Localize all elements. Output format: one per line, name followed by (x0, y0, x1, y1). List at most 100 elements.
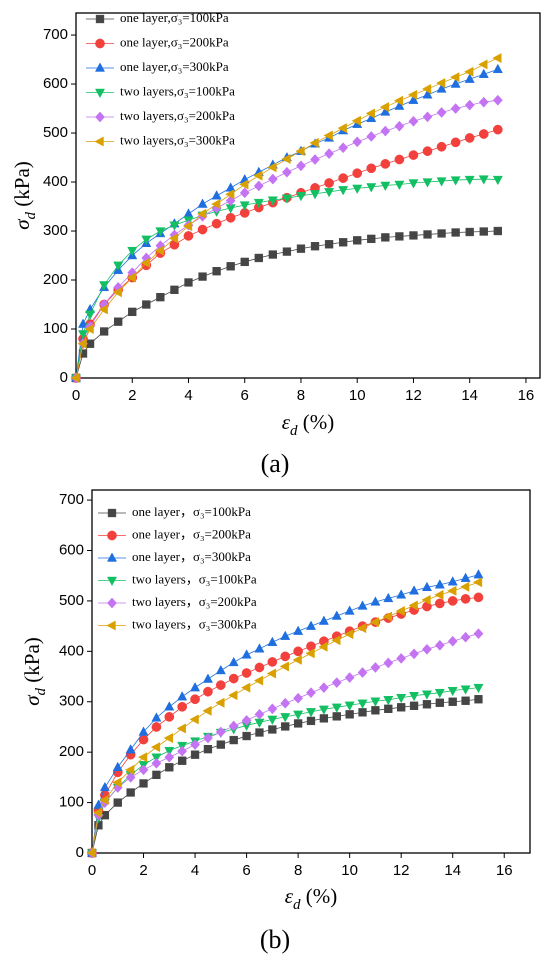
y-tick-label: 200 (43, 271, 68, 288)
marker (164, 712, 175, 722)
marker (242, 731, 251, 741)
marker (423, 230, 432, 239)
marker (107, 597, 117, 609)
marker (113, 261, 124, 271)
marker (239, 201, 250, 211)
y-tick-label: 400 (43, 173, 68, 190)
marker (164, 701, 175, 711)
marker (112, 761, 123, 771)
marker (396, 652, 407, 664)
axis-unit: (kPa) (10, 161, 34, 212)
marker (228, 656, 239, 667)
marker (324, 240, 334, 249)
marker (107, 530, 117, 541)
marker (106, 552, 118, 562)
y-tick-label: 300 (43, 222, 68, 239)
marker (99, 327, 109, 336)
marker (409, 231, 418, 240)
marker (396, 589, 407, 599)
marker (211, 218, 222, 229)
marker (422, 89, 433, 99)
marker (460, 572, 471, 582)
plot-frame (75, 12, 541, 379)
marker (125, 771, 136, 783)
marker (305, 620, 317, 630)
marker (152, 770, 161, 780)
marker (239, 179, 249, 190)
marker (70, 372, 80, 384)
marker (422, 700, 432, 709)
marker (106, 576, 118, 587)
marker (306, 716, 316, 726)
legend-label: one layer，σ₃=200kPa (132, 526, 251, 541)
marker (156, 293, 165, 302)
marker (318, 682, 329, 694)
marker (239, 187, 250, 199)
marker (337, 123, 347, 134)
marker (338, 142, 349, 154)
series-line (75, 178, 498, 379)
axis-symbol: σ (10, 218, 34, 230)
marker (281, 194, 292, 204)
marker (478, 96, 489, 108)
marker (460, 631, 471, 643)
marker (241, 668, 252, 678)
marker (98, 304, 108, 315)
marker (383, 696, 394, 706)
marker (461, 696, 470, 705)
marker (409, 585, 420, 595)
marker (421, 83, 432, 94)
marker (293, 710, 304, 720)
marker (77, 338, 87, 349)
marker (318, 705, 329, 715)
caption: (b) (260, 925, 290, 954)
marker (125, 764, 135, 775)
legend-label: two layers,σ₃=100kPa (120, 83, 235, 98)
marker (225, 212, 236, 223)
marker (296, 160, 306, 172)
marker (202, 705, 212, 716)
marker (379, 102, 390, 113)
marker (215, 680, 226, 690)
y-tick-label: 600 (43, 75, 68, 92)
marker (473, 569, 484, 579)
marker (383, 657, 394, 669)
marker (281, 153, 291, 165)
marker (338, 173, 349, 183)
marker (106, 620, 116, 631)
marker (114, 317, 123, 326)
marker (240, 257, 249, 267)
marker (345, 710, 354, 719)
marker (422, 178, 433, 188)
marker (267, 657, 278, 667)
marker (190, 694, 200, 705)
marker (394, 154, 405, 165)
marker (228, 690, 238, 701)
marker (280, 630, 291, 640)
marker (85, 310, 96, 320)
marker (198, 272, 207, 281)
marker (267, 173, 278, 185)
marker (422, 643, 432, 655)
marker (293, 692, 304, 704)
y-tick-label: 0 (76, 844, 84, 861)
marker (384, 704, 393, 713)
x-tick-label: 12 (393, 862, 410, 879)
x-tick-label: 14 (444, 862, 461, 879)
marker (447, 686, 458, 697)
marker (479, 227, 488, 236)
marker (99, 795, 109, 806)
marker (409, 692, 420, 702)
marker (253, 170, 263, 181)
marker (295, 192, 306, 202)
marker (94, 62, 106, 72)
marker (434, 589, 444, 600)
marker (190, 682, 201, 692)
marker (357, 600, 368, 610)
marker (112, 777, 122, 788)
marker (309, 137, 319, 148)
series-line (91, 687, 479, 854)
legend-label: one layer，σ₃=300kPa (132, 549, 251, 564)
marker (344, 605, 355, 615)
marker (353, 236, 362, 245)
